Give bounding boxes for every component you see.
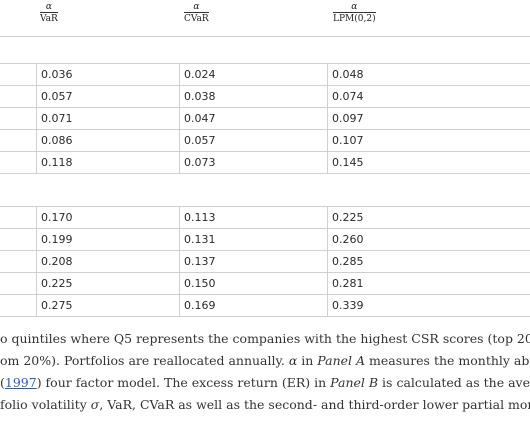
cell-lpm: 0.145 xyxy=(327,152,530,173)
footnote-text: om 20%). Portfolios are reallocated annu… xyxy=(0,353,289,368)
table-row: 0.071 0.047 0.097 xyxy=(0,108,530,130)
header-var: α VaR xyxy=(40,2,58,24)
cell-lpm: 0.107 xyxy=(327,130,530,151)
cell-lpm: 0.281 xyxy=(327,273,530,294)
cell-var: 0.170 xyxy=(36,207,179,228)
table-row: 0.170 0.113 0.225 xyxy=(0,207,530,229)
table-header: α VaR α CVaR α LPM(0,2) xyxy=(0,0,530,37)
panel-a-ref: Panel A xyxy=(317,353,366,368)
cell-var: 0.071 xyxy=(36,108,179,129)
footnote-line-4: folio volatility σ, VaR, CVaR as well as… xyxy=(0,394,530,416)
table-row: 0.057 0.038 0.074 xyxy=(0,86,530,108)
cell-var: 0.118 xyxy=(36,152,179,173)
header-var-label: VaR xyxy=(40,12,58,24)
header-cvar-label: CVaR xyxy=(184,12,209,24)
cell-lpm: 0.285 xyxy=(327,251,530,272)
table-row: 0.118 0.073 0.145 xyxy=(0,152,530,174)
cell-lpm: 0.048 xyxy=(327,64,530,85)
table-row: 0.208 0.137 0.285 xyxy=(0,251,530,273)
footnote-text: ) four factor model. The excess return (… xyxy=(36,375,331,390)
header-lpm: α LPM(0,2) xyxy=(333,2,376,24)
cell-lpm: 0.260 xyxy=(327,229,530,250)
cell-lpm: 0.074 xyxy=(327,86,530,107)
cell-cvar: 0.047 xyxy=(179,108,327,129)
table-footnote: o quintiles where Q5 represents the comp… xyxy=(0,328,530,416)
cell-var: 0.036 xyxy=(36,64,179,85)
footnote-line-2: om 20%). Portfolios are reallocated annu… xyxy=(0,350,530,372)
footnote-line-3: (1997) four factor model. The excess ret… xyxy=(0,372,530,394)
cell-cvar: 0.131 xyxy=(179,229,327,250)
cell-cvar: 0.113 xyxy=(179,207,327,228)
footnote-text: , VaR, CVaR as well as the second- and t… xyxy=(99,397,530,412)
sigma-symbol: σ xyxy=(90,397,100,412)
header-var-alpha: α xyxy=(45,2,52,12)
cell-cvar: 0.169 xyxy=(179,295,327,316)
cell-var: 0.275 xyxy=(36,295,179,316)
cell-cvar: 0.038 xyxy=(179,86,327,107)
cell-var: 0.199 xyxy=(36,229,179,250)
cell-var: 0.208 xyxy=(36,251,179,272)
table-row: 0.199 0.131 0.260 xyxy=(0,229,530,251)
table-row: 0.036 0.024 0.048 xyxy=(0,64,530,86)
panel-b-heading-row xyxy=(0,174,530,207)
cell-lpm: 0.225 xyxy=(327,207,530,228)
cell-cvar: 0.024 xyxy=(179,64,327,85)
footnote-text: is calculated as the average m xyxy=(382,375,530,390)
cell-var: 0.086 xyxy=(36,130,179,151)
footnote-text: in xyxy=(297,353,318,368)
cell-cvar: 0.057 xyxy=(179,130,327,151)
panel-a-heading-row xyxy=(0,37,530,64)
footnote-text: folio volatility xyxy=(0,397,91,412)
cell-var: 0.225 xyxy=(36,273,179,294)
table-row: 0.275 0.169 0.339 xyxy=(0,295,530,317)
footnote-text: ( xyxy=(0,375,5,390)
header-lpm-label: LPM(0,2) xyxy=(333,12,376,24)
alpha-symbol: α xyxy=(288,353,298,368)
panel-b-ref: Panel B xyxy=(330,375,379,390)
cell-var: 0.057 xyxy=(36,86,179,107)
cell-cvar: 0.073 xyxy=(179,152,327,173)
table-row: 0.225 0.150 0.281 xyxy=(0,273,530,295)
cell-lpm: 0.097 xyxy=(327,108,530,129)
cell-cvar: 0.137 xyxy=(179,251,327,272)
header-cvar: α CVaR xyxy=(184,2,209,24)
footnote-text: measures the monthly abnorm xyxy=(369,353,530,368)
cell-lpm: 0.339 xyxy=(327,295,530,316)
citation-link[interactable]: 1997 xyxy=(4,375,37,390)
cell-cvar: 0.150 xyxy=(179,273,327,294)
header-lpm-alpha: α xyxy=(351,2,358,12)
footnote-line-1: o quintiles where Q5 represents the comp… xyxy=(0,331,530,346)
header-cvar-alpha: α xyxy=(193,2,200,12)
table-row: 0.086 0.057 0.107 xyxy=(0,130,530,152)
